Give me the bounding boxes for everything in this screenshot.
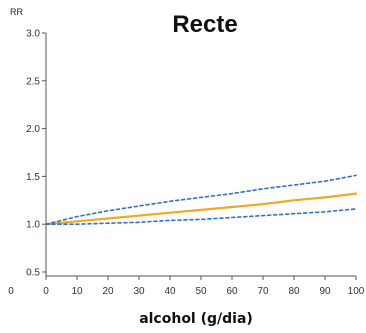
series-line-estimate xyxy=(44,192,358,226)
series-line-lower-ci xyxy=(45,208,357,225)
x-tick-label: 50 xyxy=(195,286,207,297)
chart-title: Recte xyxy=(172,11,237,38)
x-tick-label: 60 xyxy=(226,286,238,297)
y-tick-label: 2.0 xyxy=(26,124,40,135)
x-tick-label: 30 xyxy=(133,286,145,297)
x-tick-label: 20 xyxy=(102,286,114,297)
y-tick-label: 3.0 xyxy=(26,29,40,40)
y-axis-label: RR xyxy=(10,7,23,17)
x-tick-label: 40 xyxy=(164,286,176,297)
y-tick-label: 0.5 xyxy=(26,268,40,279)
y-tick-label: 1.5 xyxy=(26,172,40,183)
x-tick-label: 0 xyxy=(43,286,49,297)
x-tick-label: 90 xyxy=(319,286,331,297)
series-line-upper-ci xyxy=(45,174,357,225)
x-tick-label: 70 xyxy=(257,286,269,297)
extra-left-label: 0 xyxy=(8,286,14,297)
y-tick-label: 1.0 xyxy=(26,220,40,231)
x-tick-label: 100 xyxy=(348,286,365,297)
x-tick-label: 10 xyxy=(71,286,83,297)
x-axis-label: alcohol (g/dia) xyxy=(139,311,253,327)
x-tick-label: 80 xyxy=(288,286,300,297)
series-layer xyxy=(44,174,358,226)
y-tick-label: 2.5 xyxy=(26,76,40,87)
axes: 0.5 1.0 1.5 2.0 2.5 3.0 0 10 20 30 40 50 60 70 80 90 100… xyxy=(8,29,365,298)
